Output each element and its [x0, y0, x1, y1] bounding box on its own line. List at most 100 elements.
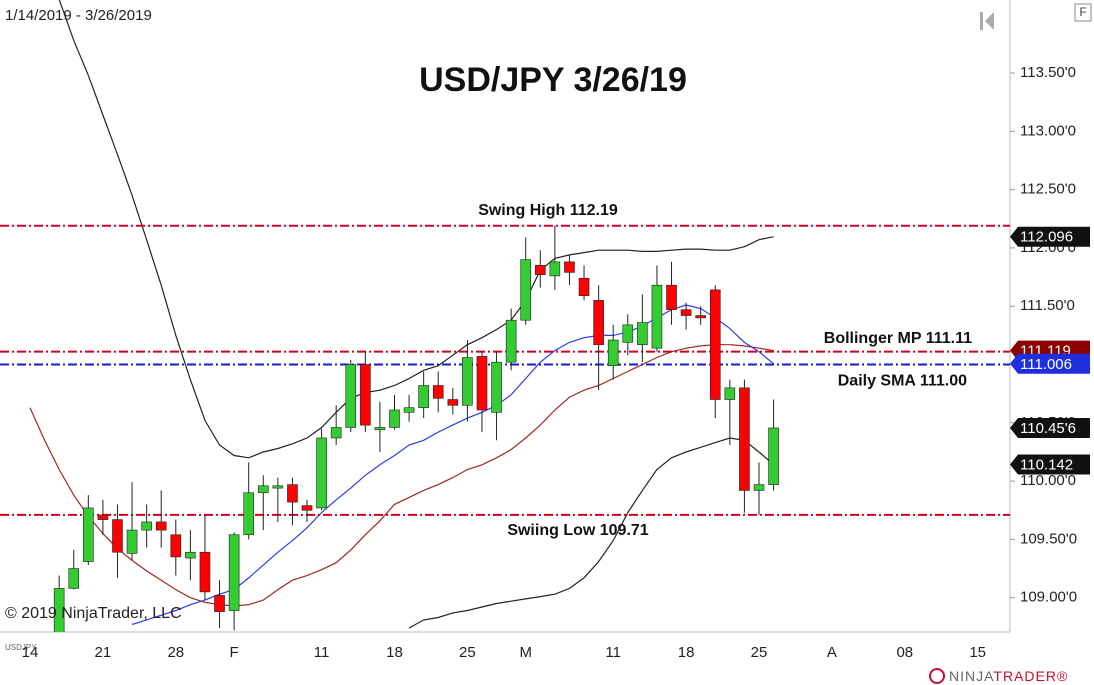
candle-body — [447, 399, 459, 406]
price-label-box — [1010, 417, 1090, 438]
x-tick-label: 25 — [751, 644, 768, 661]
candle-body — [112, 519, 123, 553]
candle-body — [476, 356, 488, 411]
icon-arrow — [985, 12, 994, 30]
candle-body — [578, 277, 590, 297]
candle-body — [257, 485, 269, 494]
candle-body — [607, 339, 619, 366]
candle-body — [491, 361, 502, 413]
x-tick-label: M — [519, 644, 532, 661]
candle-body — [768, 427, 779, 485]
candle-body — [97, 514, 109, 520]
candle-body — [141, 521, 152, 531]
annotation: Bollinger MP 111.11 — [824, 330, 972, 347]
copyright: © 2019 NinjaTrader, LLC — [5, 605, 182, 622]
candle-body — [724, 387, 736, 400]
x-tick-label: 15 — [969, 644, 986, 661]
panel-button[interactable] — [1074, 3, 1092, 22]
x-tick-label: F — [230, 644, 239, 661]
candle-body — [622, 324, 634, 343]
candle-body — [170, 534, 182, 558]
annotation: Swing High 112.19 — [478, 202, 618, 219]
price-label-box — [1010, 353, 1090, 374]
plot-area — [0, 0, 1010, 632]
y-tick-label: 109.50'0 — [1020, 530, 1077, 547]
x-tick-label: 28 — [167, 644, 184, 661]
candle-body — [709, 289, 721, 400]
candle-body — [316, 437, 327, 509]
x-tick-label: 08 — [896, 644, 913, 661]
chart-title: USD/JPY 3/26/19 — [419, 61, 687, 99]
y-tick-label: 110.00'0 — [1020, 472, 1076, 489]
symbol: USDJPY — [5, 643, 37, 652]
candle-body — [462, 357, 473, 406]
candle-body — [520, 259, 532, 321]
x-tick-label: 14 — [22, 644, 39, 661]
y-tick-label: 111.50'0 — [1020, 297, 1075, 314]
icon-bar — [980, 12, 983, 30]
y-tick-label: 109.00'0 — [1020, 589, 1077, 606]
date-range: 1/14/2019 - 3/26/2019 — [5, 7, 152, 24]
price-label: 111.006 — [1020, 356, 1072, 373]
candle-body — [330, 427, 342, 439]
candle-body — [228, 534, 240, 611]
indicator-line — [29, 344, 774, 607]
candle-body — [287, 484, 298, 503]
price-label-box — [1010, 226, 1090, 247]
candle-body — [389, 409, 400, 428]
candle-body — [418, 385, 429, 408]
indicator-line — [58, 0, 774, 459]
candle-body — [534, 265, 546, 276]
x-tick-label: 11 — [605, 644, 621, 661]
candle-body — [739, 387, 750, 491]
x-tick-label: 18 — [678, 644, 695, 661]
candle-body — [126, 529, 138, 554]
candle-body — [403, 407, 415, 413]
candle-body — [666, 284, 677, 311]
x-tick-label: A — [827, 644, 837, 661]
candle-body — [549, 261, 561, 277]
candle-body — [505, 319, 517, 363]
candle-body — [68, 568, 80, 589]
candle-body — [564, 261, 575, 273]
candle-body — [593, 300, 604, 345]
x-tick-label: 25 — [459, 644, 476, 661]
candle-body — [374, 427, 386, 431]
annotation: Daily SMA 111.00 — [838, 373, 967, 390]
candle-body — [345, 364, 357, 428]
panel-button-label: F — [1079, 5, 1086, 19]
candle-body — [695, 315, 706, 319]
logo-brand: NINJA — [949, 668, 994, 684]
candle-body — [637, 322, 648, 345]
logo-text: NINJATRADER® — [949, 668, 1068, 684]
x-tick-label: 11 — [314, 644, 330, 661]
candle-body — [53, 588, 65, 632]
logo-accent: TRADER® — [993, 668, 1068, 684]
x-tick-label: 21 — [95, 644, 112, 661]
y-tick-label: 113.00'0 — [1020, 122, 1076, 139]
price-label: 110.142 — [1020, 457, 1073, 474]
indicator-line — [408, 437, 774, 629]
candle-body — [199, 551, 211, 593]
candle-body — [301, 505, 313, 511]
y-tick-label: 112.50'0 — [1020, 181, 1076, 198]
x-tick-label: 18 — [386, 644, 403, 661]
candle-body — [243, 492, 254, 536]
price-label: 110.45'6 — [1020, 420, 1076, 437]
candle-body — [155, 521, 167, 531]
price-label-box — [1010, 454, 1090, 475]
candle-body — [651, 284, 663, 349]
back-icon[interactable] — [980, 12, 994, 30]
candle-body — [272, 485, 284, 489]
candle-body — [432, 385, 444, 399]
y-tick-label: 113.50'0 — [1020, 64, 1076, 81]
annotation: Swiing Low 109.71 — [507, 522, 648, 539]
price-label: 112.096 — [1020, 229, 1073, 246]
candle-body — [83, 507, 94, 562]
candle-body — [360, 364, 371, 426]
candle-body — [680, 309, 692, 316]
candle-body — [214, 595, 225, 613]
